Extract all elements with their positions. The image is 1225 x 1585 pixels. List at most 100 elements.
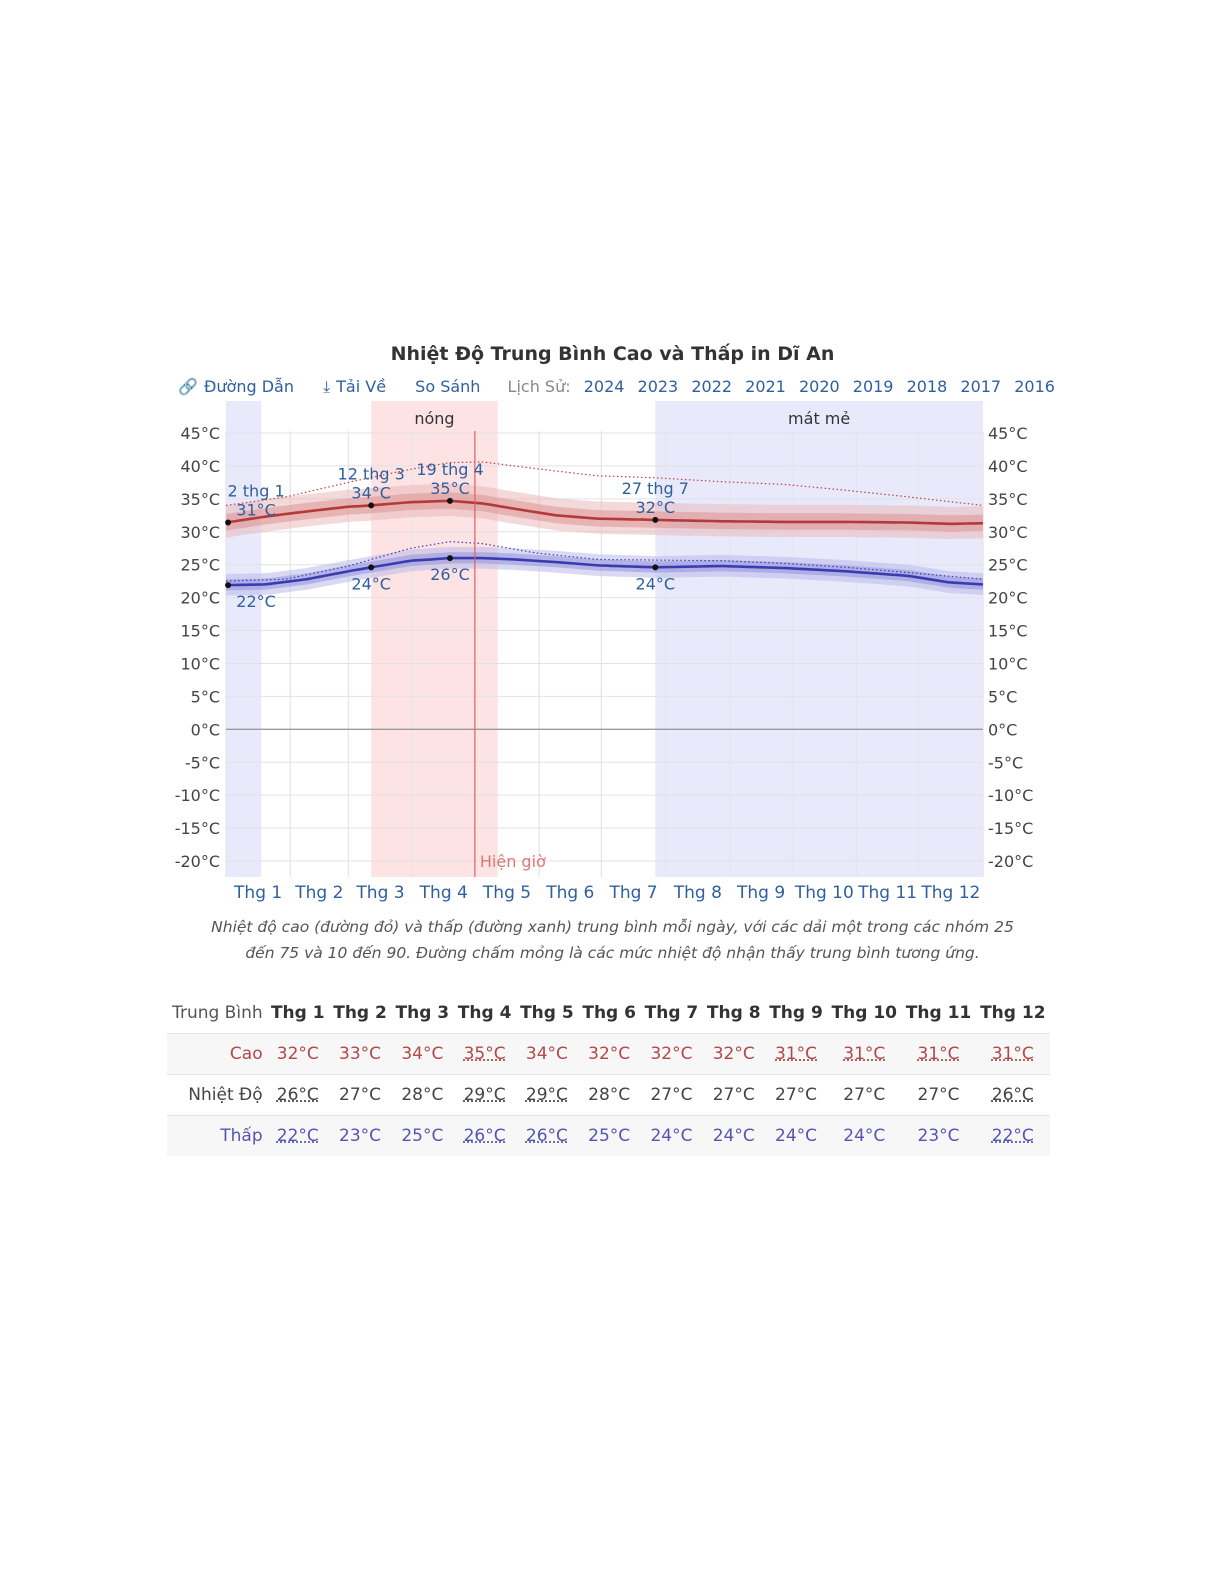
year-link-2018[interactable]: 2018 — [906, 377, 948, 396]
month-header: Thg 9 — [769, 1003, 823, 1023]
table-cell: 35°C — [463, 1044, 506, 1064]
y-tick-label-right: -5°C — [988, 753, 1023, 772]
low_feels-line — [225, 541, 984, 582]
y-tick-label-left: 20°C — [180, 589, 220, 608]
download-label: Tải Về — [336, 377, 387, 396]
annotation-value-label: 24°C — [351, 574, 391, 593]
high_feels-line — [225, 461, 984, 506]
annotation-value-label: 35°C — [430, 479, 470, 498]
download-icon: ⤓ — [323, 377, 331, 396]
table-cell: 27°C — [843, 1085, 886, 1105]
temperature-chart: nóng mát mẻ 45°C 45°C 40°C 40°C 35°C 35°C 30°C 30… — [175, 401, 1033, 903]
table-cell: 34°C — [401, 1044, 444, 1064]
download-button[interactable]: ⤓ Tải Về — [323, 377, 386, 397]
table-row-head: Trung Bình — [172, 1003, 263, 1023]
table-cell: 26°C — [276, 1085, 319, 1105]
compare-button[interactable]: So Sánh — [415, 377, 481, 396]
caption-line-1: Nhiệt độ cao (đường đỏ) và thấp (đường x… — [211, 918, 1014, 936]
monthly-average-table: Trung Bình Thg 1 Thg 2 Thg 3 Thg 4 Thg 5… — [167, 993, 1050, 1156]
y-tick-label-left: -15°C — [175, 819, 220, 838]
y-tick-label-right: 20°C — [988, 589, 1028, 608]
table-cell: 24°C — [650, 1126, 693, 1146]
x-tick-label: Thg 2 — [294, 883, 343, 903]
link-icon: 🔗 — [178, 377, 198, 396]
annotation-point — [368, 564, 375, 571]
table-cell: 32°C — [276, 1044, 319, 1064]
annotation-date-label: 19 thg 4 — [416, 460, 483, 479]
y-tick-label-left: 15°C — [180, 622, 220, 641]
annotation-date-label: 2 thg 1 — [228, 482, 285, 501]
annotation-value-label: 31°C — [236, 501, 276, 520]
y-tick-label-left: 40°C — [180, 457, 220, 476]
annotation-value-label: 34°C — [351, 483, 391, 502]
month-header: Thg 12 — [980, 1003, 1046, 1023]
year-link-2023[interactable]: 2023 — [637, 377, 679, 396]
month-header: Thg 11 — [905, 1003, 972, 1023]
y-tick-label-right: 45°C — [988, 424, 1028, 443]
y-tick-label-right: -20°C — [988, 852, 1033, 871]
table-cell: 27°C — [650, 1085, 693, 1105]
y-tick-label-left: 45°C — [180, 424, 220, 443]
year-link-2022[interactable]: 2022 — [691, 377, 733, 396]
annotation-point — [446, 497, 453, 504]
table-cell: 29°C — [463, 1085, 506, 1105]
table-row-mean: Nhiệt Độ 26°C 27°C 28°C 29°C 29°C 28°C 27°C 27°C… — [167, 1074, 1050, 1116]
x-tick-label: Thg 1 — [233, 883, 282, 903]
annotation-value-label: 22°C — [236, 592, 276, 611]
y-tick-label-right: 40°C — [988, 457, 1028, 476]
table-cell: 24°C — [843, 1126, 886, 1146]
year-link-2024[interactable]: 2024 — [583, 377, 625, 396]
table-cell: 23°C — [339, 1126, 382, 1146]
row-label: Cao — [229, 1044, 263, 1064]
annotation-point — [652, 564, 659, 571]
month-header: Thg 8 — [706, 1003, 761, 1023]
table-cell: 25°C — [401, 1126, 444, 1146]
month-header: Thg 2 — [333, 1003, 387, 1023]
year-link-2021[interactable]: 2021 — [745, 377, 786, 396]
table-cell: 29°C — [525, 1085, 568, 1105]
y-tick-label-right: 30°C — [988, 523, 1028, 542]
month-header: Thg 10 — [831, 1003, 897, 1023]
y-tick-label-right: 10°C — [988, 654, 1028, 673]
annotation-value-label: 24°C — [636, 574, 676, 593]
annotation-date-label: 27 thg 7 — [622, 479, 689, 498]
year-link-2019[interactable]: 2019 — [852, 377, 894, 396]
table-cell: 27°C — [712, 1085, 755, 1105]
table-cell: 27°C — [917, 1085, 960, 1105]
y-tick-label-left: 10°C — [180, 654, 220, 673]
y-tick-label-left: -5°C — [185, 753, 220, 772]
annotation-point — [652, 516, 659, 523]
month-header: Thg 4 — [457, 1003, 512, 1023]
table-cell: 25°C — [588, 1126, 631, 1146]
year-link-2020[interactable]: 2020 — [798, 377, 840, 396]
y-tick-label-left: 35°C — [180, 490, 220, 509]
table-cell: 31°C — [775, 1044, 818, 1064]
y-tick-label-left: 0°C — [191, 720, 220, 739]
season-label: mát mẻ — [788, 409, 850, 428]
table-cell: 34°C — [525, 1044, 568, 1064]
year-link-2016[interactable]: 2016 — [1014, 377, 1055, 396]
x-tick-label: Thg 4 — [419, 883, 468, 903]
month-header: Thg 5 — [520, 1003, 574, 1023]
table-row-high: Cao 32°C 33°C 34°C 35°C 34°C 32°C 32°C 32°C 31°C 3… — [167, 1033, 1050, 1075]
month-header: Thg 3 — [395, 1003, 450, 1023]
season-band — [226, 401, 262, 877]
y-tick-label-right: 25°C — [988, 556, 1028, 575]
year-link-2017[interactable]: 2017 — [960, 377, 1002, 396]
table-cell: 32°C — [588, 1044, 631, 1064]
x-tick-label: Thg 10 — [794, 883, 854, 903]
x-tick-label: Thg 9 — [736, 883, 785, 903]
table-cell: 24°C — [775, 1126, 818, 1146]
table-cell: 32°C — [712, 1044, 755, 1064]
table-cell: 26°C — [525, 1126, 568, 1146]
x-tick-label: Thg 8 — [673, 883, 722, 903]
row-label: Thấp — [220, 1126, 263, 1146]
table-cell: 22°C — [276, 1126, 319, 1146]
x-tick-label: Thg 7 — [608, 883, 657, 903]
table-cell: 23°C — [917, 1126, 960, 1146]
annotation-value-label: 26°C — [430, 565, 470, 584]
table-cell: 26°C — [991, 1085, 1034, 1105]
table-cell: 24°C — [712, 1126, 755, 1146]
caption-line-2: đến 75 và 10 đến 90. Đường chấm mỏng là … — [245, 944, 980, 962]
link-button[interactable]: 🔗 Đường Dẫn — [178, 377, 294, 396]
